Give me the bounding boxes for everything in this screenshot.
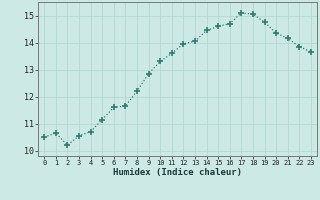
X-axis label: Humidex (Indice chaleur): Humidex (Indice chaleur) — [113, 168, 242, 177]
